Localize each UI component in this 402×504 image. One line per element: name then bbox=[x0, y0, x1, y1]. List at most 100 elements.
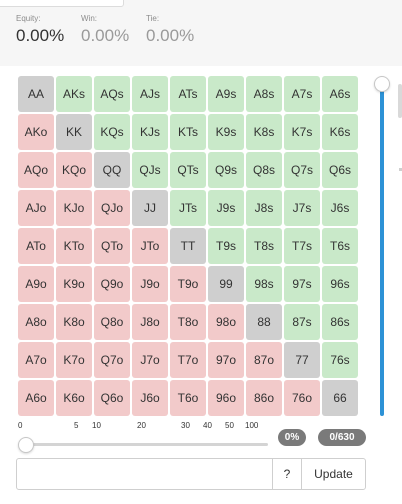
hand-cell[interactable]: KJs bbox=[132, 114, 168, 150]
hand-cell[interactable]: KJo bbox=[56, 190, 92, 226]
hand-cell[interactable]: Q9o bbox=[94, 266, 130, 302]
help-button[interactable]: ? bbox=[272, 458, 302, 490]
hand-cell[interactable]: AQo bbox=[18, 152, 54, 188]
hand-cell[interactable]: K9o bbox=[56, 266, 92, 302]
hand-cell[interactable]: Q6s bbox=[322, 152, 358, 188]
update-button[interactable]: Update bbox=[301, 458, 366, 490]
hand-cell[interactable]: QJo bbox=[94, 190, 130, 226]
hand-cell[interactable]: QTs bbox=[170, 152, 206, 188]
range-slider-handle[interactable] bbox=[18, 437, 34, 453]
hand-cell[interactable]: T8s bbox=[246, 228, 282, 264]
hand-cell[interactable]: 77 bbox=[284, 342, 320, 378]
hand-cell[interactable]: A9s bbox=[208, 76, 244, 112]
hand-cell[interactable]: JJ bbox=[132, 190, 168, 226]
range-percent-badge: 0% bbox=[278, 429, 306, 446]
hand-cell[interactable]: A6o bbox=[18, 380, 54, 416]
hand-cell[interactable]: 98s bbox=[246, 266, 282, 302]
hand-cell[interactable]: AA bbox=[18, 76, 54, 112]
hand-cell[interactable]: A9o bbox=[18, 266, 54, 302]
hand-cell[interactable]: 98o bbox=[208, 304, 244, 340]
vertical-slider-track[interactable] bbox=[380, 86, 384, 416]
hand-cell[interactable]: J8o bbox=[132, 304, 168, 340]
hand-cell[interactable]: QQ bbox=[94, 152, 130, 188]
hand-cell[interactable]: Q9s bbox=[208, 152, 244, 188]
hand-cell[interactable]: A8s bbox=[246, 76, 282, 112]
hand-cell[interactable]: AJs bbox=[132, 76, 168, 112]
equity-stat: Equity: 0.00% bbox=[16, 14, 64, 47]
hand-cell[interactable]: A6s bbox=[322, 76, 358, 112]
hand-cell[interactable]: K8o bbox=[56, 304, 92, 340]
hand-cell[interactable]: A7o bbox=[18, 342, 54, 378]
hand-cell[interactable]: J7o bbox=[132, 342, 168, 378]
hand-cell[interactable]: JTs bbox=[170, 190, 206, 226]
hand-cell[interactable]: J9o bbox=[132, 266, 168, 302]
hand-cell[interactable]: Q7s bbox=[284, 152, 320, 188]
hand-cell[interactable]: K7s bbox=[284, 114, 320, 150]
hand-cell[interactable]: 87o bbox=[246, 342, 282, 378]
scrollbar-edge[interactable] bbox=[398, 84, 402, 118]
hand-cell[interactable]: K8s bbox=[246, 114, 282, 150]
hand-cell[interactable]: AQs bbox=[94, 76, 130, 112]
hand-cell[interactable]: 99 bbox=[208, 266, 244, 302]
tick-label: 5 bbox=[74, 421, 79, 430]
hand-cell[interactable]: T8o bbox=[170, 304, 206, 340]
hand-range-input[interactable] bbox=[16, 458, 273, 490]
hand-cell[interactable]: 76o bbox=[284, 380, 320, 416]
hand-cell[interactable]: J7s bbox=[284, 190, 320, 226]
hand-cell[interactable]: ATo bbox=[18, 228, 54, 264]
hand-cell[interactable]: K6s bbox=[322, 114, 358, 150]
hand-cell[interactable]: 97o bbox=[208, 342, 244, 378]
hand-cell[interactable]: 97s bbox=[284, 266, 320, 302]
hand-cell[interactable]: 88 bbox=[246, 304, 282, 340]
hand-cell[interactable]: J6s bbox=[322, 190, 358, 226]
hand-cell[interactable]: Q6o bbox=[94, 380, 130, 416]
hand-cell[interactable]: 66 bbox=[322, 380, 358, 416]
vertical-slider-handle[interactable] bbox=[374, 76, 390, 92]
hand-cell[interactable]: A8o bbox=[18, 304, 54, 340]
hand-cell[interactable]: T9o bbox=[170, 266, 206, 302]
tab-stub[interactable] bbox=[0, 0, 124, 7]
hand-cell[interactable]: T9s bbox=[208, 228, 244, 264]
hand-cell[interactable]: Q8s bbox=[246, 152, 282, 188]
hand-cell[interactable]: T6s bbox=[322, 228, 358, 264]
hand-cell[interactable]: K9s bbox=[208, 114, 244, 150]
win-value: 0.00% bbox=[81, 26, 130, 45]
tie-stat: Tie: 0.00% bbox=[146, 14, 194, 47]
hand-cell[interactable]: 86s bbox=[322, 304, 358, 340]
hand-cell[interactable]: TT bbox=[170, 228, 206, 264]
hand-cell[interactable]: JTo bbox=[132, 228, 168, 264]
hand-cell[interactable]: 76s bbox=[322, 342, 358, 378]
hand-cell[interactable]: QTo bbox=[94, 228, 130, 264]
hand-cell[interactable]: 96o bbox=[208, 380, 244, 416]
hand-cell[interactable]: T7s bbox=[284, 228, 320, 264]
vertical-range-slider[interactable] bbox=[374, 76, 390, 416]
hand-cell[interactable]: K7o bbox=[56, 342, 92, 378]
hand-cell[interactable]: AKs bbox=[56, 76, 92, 112]
hand-cell[interactable]: KTo bbox=[56, 228, 92, 264]
hand-cell[interactable]: QJs bbox=[132, 152, 168, 188]
range-percentage-slider[interactable] bbox=[18, 435, 270, 453]
hand-cell[interactable]: J8s bbox=[246, 190, 282, 226]
tick-label: 10 bbox=[92, 421, 101, 430]
hand-cell[interactable]: 86o bbox=[246, 380, 282, 416]
equity-label: Equity: bbox=[16, 14, 41, 23]
hand-cell[interactable]: T6o bbox=[170, 380, 206, 416]
hand-cell[interactable]: AJo bbox=[18, 190, 54, 226]
hand-cell[interactable]: Q8o bbox=[94, 304, 130, 340]
hand-cell[interactable]: 96s bbox=[322, 266, 358, 302]
hand-cell[interactable]: Q7o bbox=[94, 342, 130, 378]
hand-cell[interactable]: KQo bbox=[56, 152, 92, 188]
hand-cell[interactable]: K6o bbox=[56, 380, 92, 416]
hand-cell[interactable]: KTs bbox=[170, 114, 206, 150]
range-slider-track[interactable] bbox=[24, 443, 268, 446]
stats-bar: Equity: 0.00% Win: 0.00% Tie: 0.00% bbox=[0, 0, 402, 67]
hand-cell[interactable]: J6o bbox=[132, 380, 168, 416]
hand-cell[interactable]: KQs bbox=[94, 114, 130, 150]
hand-cell[interactable]: 87s bbox=[284, 304, 320, 340]
hand-cell[interactable]: KK bbox=[56, 114, 92, 150]
hand-cell[interactable]: ATs bbox=[170, 76, 206, 112]
hand-cell[interactable]: J9s bbox=[208, 190, 244, 226]
hand-cell[interactable]: AKo bbox=[18, 114, 54, 150]
hand-cell[interactable]: A7s bbox=[284, 76, 320, 112]
hand-cell[interactable]: T7o bbox=[170, 342, 206, 378]
